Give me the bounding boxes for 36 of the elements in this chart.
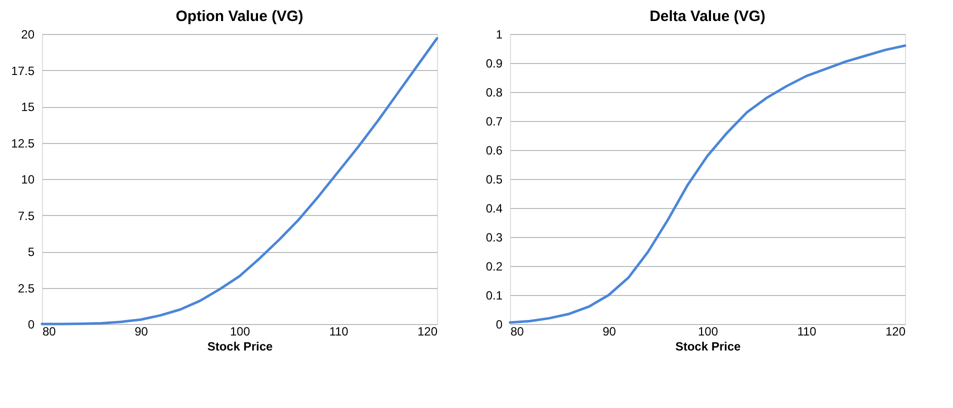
x-axis-title: Stock Price (675, 340, 742, 354)
y-tick-label: 0.2 (486, 260, 503, 274)
y-tick-label: 15 (21, 100, 35, 114)
y-tick-label: 0 (496, 318, 503, 332)
x-tick-label: 90 (602, 324, 616, 338)
x-tick-label: 110 (797, 324, 817, 338)
y-tick-label: 0.3 (486, 230, 503, 244)
y-tick-label: 17.5 (11, 64, 35, 78)
chart-title: Delta Value (VG) (650, 8, 766, 25)
y-tick-label: 2.5 (18, 281, 35, 296)
y-tick-label: 0 (28, 318, 35, 332)
y-tick-label: 10 (21, 172, 35, 186)
x-axis-title: Stock Price (207, 340, 274, 354)
y-tick-label: 20 (21, 28, 35, 42)
y-tick-label: 1 (496, 28, 503, 42)
x-tick-label: 120 (885, 324, 906, 338)
line-series (508, 44, 906, 324)
y-tick-label: 12.5 (11, 136, 35, 150)
y-tick-label: 0.8 (486, 86, 503, 100)
chart-title: Option Value (VG) (176, 8, 304, 25)
y-tick-label: 5 (28, 245, 35, 259)
y-tick-label: 0.9 (486, 56, 503, 70)
x-tick-label: 100 (230, 324, 250, 338)
x-tick-label: 120 (417, 324, 438, 338)
x-tick-label: 80 (42, 324, 56, 338)
y-tick-label: 0.5 (486, 172, 503, 186)
y-tick-label: 0.6 (486, 144, 503, 158)
line-series (40, 37, 438, 326)
x-tick-label: 110 (329, 324, 349, 338)
x-tick-label: 90 (134, 324, 148, 338)
x-tick-label: 100 (698, 324, 718, 338)
x-tick-label: 80 (510, 324, 524, 338)
y-tick-label: 7.5 (18, 208, 35, 223)
y-tick-label: 0.7 (486, 114, 503, 128)
y-tick-label: 0.1 (486, 288, 503, 302)
y-tick-label: 0.4 (486, 202, 503, 216)
